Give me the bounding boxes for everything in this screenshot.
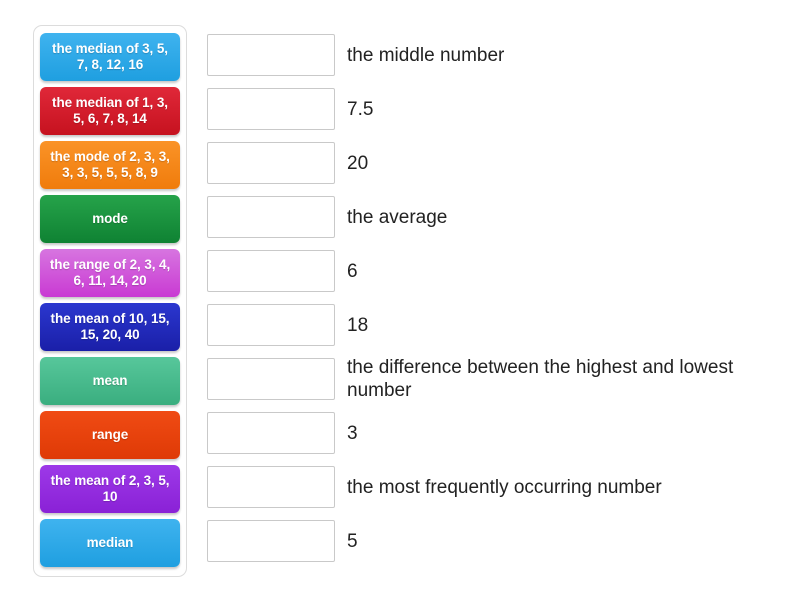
draggable-tile-label: the median of 1, 3, 5, 6, 7, 8, 14: [52, 95, 168, 126]
answer-row: 20: [207, 136, 782, 190]
answer-row: the average: [207, 190, 782, 244]
answer-text: the most frequently occurring number: [347, 476, 662, 498]
draggable-tile[interactable]: the median of 1, 3, 5, 6, 7, 8, 14: [40, 87, 180, 135]
draggable-tile-label: the median of 3, 5, 7, 8, 12, 16: [52, 41, 168, 72]
answer-text: 5: [347, 530, 358, 552]
draggable-tile[interactable]: the range of 2, 3, 4, 6, 11, 14, 20: [40, 249, 180, 297]
answer-row: 7.5: [207, 82, 782, 136]
answer-row: the middle number: [207, 28, 782, 82]
draggable-tile[interactable]: range: [40, 411, 180, 459]
answer-dropzone[interactable]: [207, 412, 335, 454]
draggable-tile[interactable]: the mode of 2, 3, 3, 3, 3, 5, 5, 5, 8, 9: [40, 141, 180, 189]
answer-text: the average: [347, 206, 448, 228]
draggable-tile-label: the mean of 2, 3, 5, 10: [50, 473, 170, 504]
answer-row: 5: [207, 514, 782, 568]
draggable-tile[interactable]: the median of 3, 5, 7, 8, 12, 16: [40, 33, 180, 81]
draggable-tile-label: median: [86, 535, 134, 550]
draggable-tile-label: mean: [92, 373, 128, 388]
answer-row: 3: [207, 406, 782, 460]
answer-row-list: the middle number 7.5 20 the average 6 18 the …: [207, 28, 782, 568]
answer-dropzone[interactable]: [207, 34, 335, 76]
answer-row: 6: [207, 244, 782, 298]
answer-row: the difference between the highest and l…: [207, 352, 782, 406]
answer-row: the most frequently occurring number: [207, 460, 782, 514]
draggable-tile-label: the range of 2, 3, 4, 6, 11, 14, 20: [49, 257, 171, 288]
answer-text: the middle number: [347, 44, 505, 66]
answer-dropzone[interactable]: [207, 520, 335, 562]
draggable-tile-label: range: [91, 427, 129, 442]
answer-dropzone[interactable]: [207, 88, 335, 130]
answer-text: 18: [347, 314, 369, 336]
answer-dropzone[interactable]: [207, 142, 335, 184]
answer-dropzone[interactable]: [207, 196, 335, 238]
answer-dropzone[interactable]: [207, 466, 335, 508]
draggable-tile[interactable]: mean: [40, 357, 180, 405]
draggable-tile[interactable]: the mean of 10, 15, 15, 20, 40: [40, 303, 180, 351]
draggable-tile[interactable]: median: [40, 519, 180, 567]
answer-dropzone[interactable]: [207, 304, 335, 346]
answer-text: 3: [347, 422, 358, 444]
answer-row: 18: [207, 298, 782, 352]
answer-text: 20: [347, 152, 369, 174]
answer-text: 6: [347, 260, 358, 282]
draggable-tile[interactable]: the mean of 2, 3, 5, 10: [40, 465, 180, 513]
answer-dropzone[interactable]: [207, 250, 335, 292]
draggable-tile-label: the mode of 2, 3, 3, 3, 3, 5, 5, 5, 8, 9: [50, 149, 170, 180]
draggable-tile-tray: the median of 3, 5, 7, 8, 12, 16 the medi…: [33, 25, 187, 577]
answer-text: 7.5: [347, 98, 374, 120]
answer-dropzone[interactable]: [207, 358, 335, 400]
answer-text: the difference between the highest and l…: [347, 357, 734, 401]
draggable-tile-label: mode: [92, 211, 128, 226]
draggable-tile[interactable]: mode: [40, 195, 180, 243]
draggable-tile-label: the mean of 10, 15, 15, 20, 40: [50, 311, 170, 342]
